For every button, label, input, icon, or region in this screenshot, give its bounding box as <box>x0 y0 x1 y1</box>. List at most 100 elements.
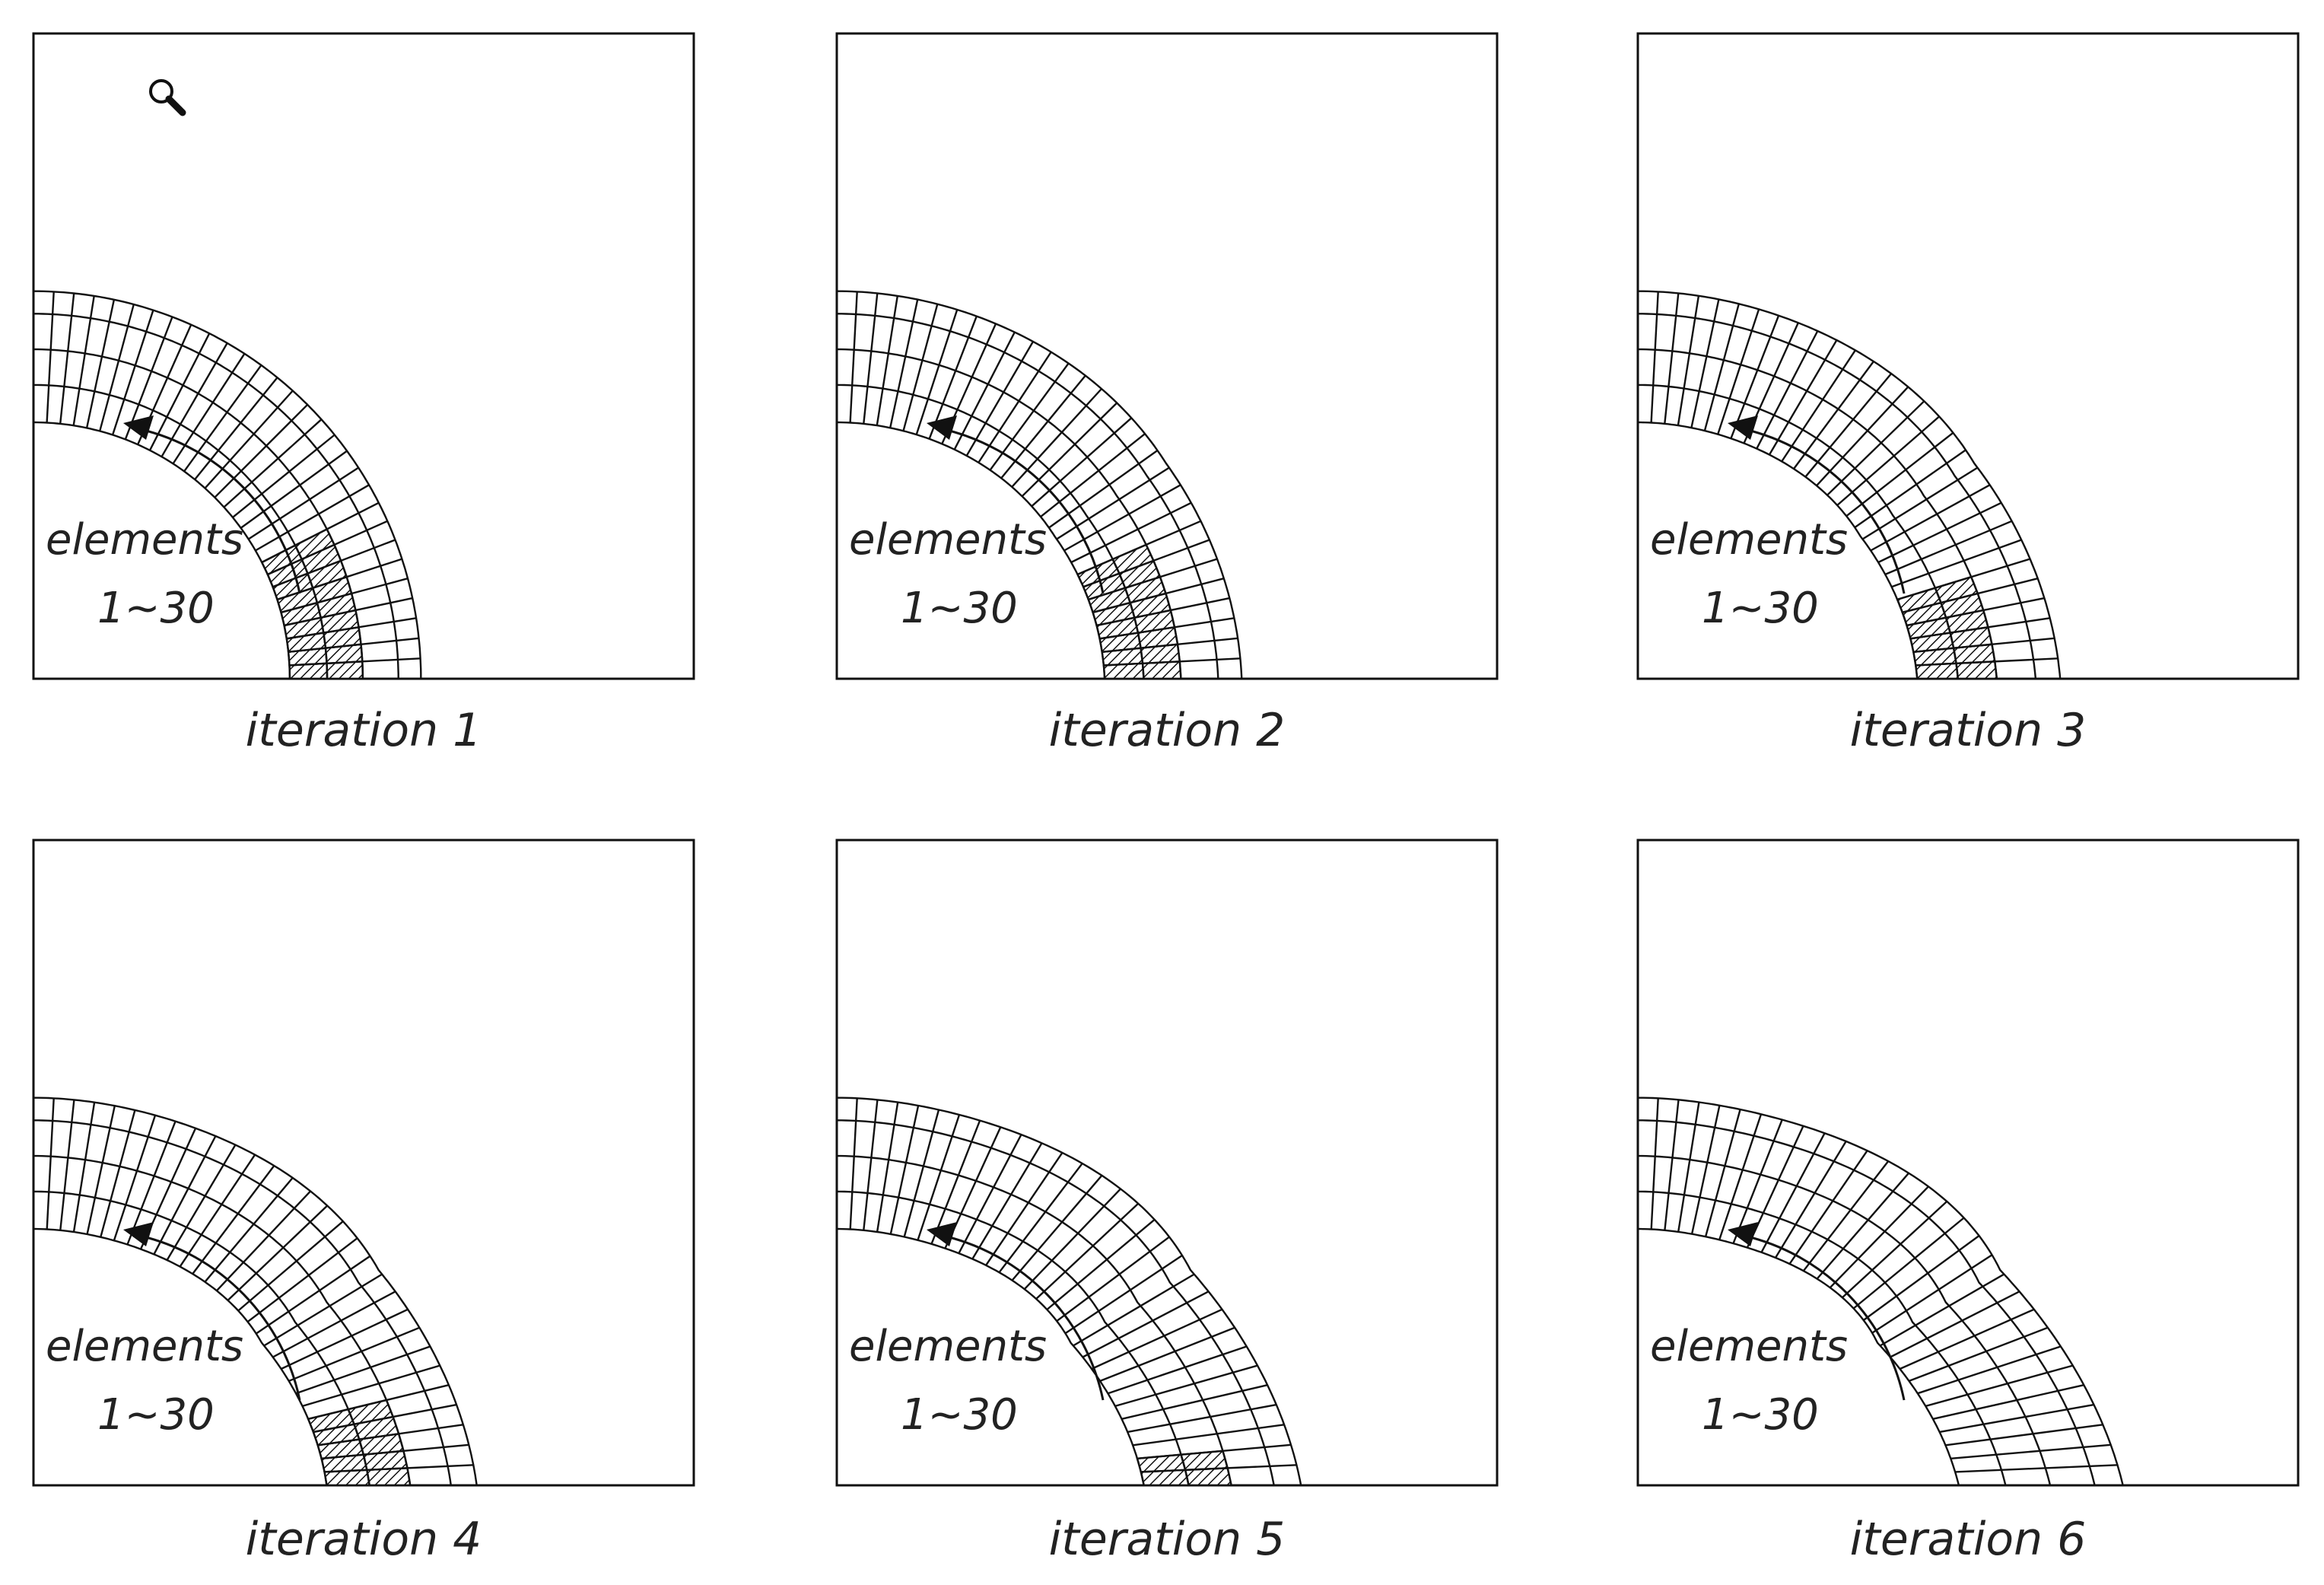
mesh-spoke <box>1677 1102 1700 1233</box>
mesh-spoke <box>1829 1186 1929 1289</box>
mesh-spoke <box>324 1464 474 1473</box>
mesh-spoke <box>261 501 380 564</box>
mesh-spoke <box>232 434 335 518</box>
mesh-grid <box>1636 290 2062 680</box>
panel-caption: iteration 5 <box>1049 1513 1286 1566</box>
mesh-spoke <box>1121 1384 1268 1420</box>
mesh-spoke <box>1746 1125 1804 1249</box>
arrow-head <box>927 1222 957 1246</box>
mesh-spoke <box>1902 578 2038 613</box>
panel-frame <box>1636 839 2300 1487</box>
elements-label: elements <box>1650 515 1848 565</box>
mesh-spoke <box>1760 1132 1826 1253</box>
mesh-spoke <box>1768 339 1838 456</box>
hatched-element <box>326 660 364 680</box>
mesh-spoke <box>1890 1291 2020 1358</box>
mesh-spoke <box>1861 466 1979 540</box>
mesh-spoke <box>1092 578 1225 613</box>
mesh-spoke <box>277 558 402 601</box>
mesh-spoke <box>288 1326 420 1383</box>
mesh-spoke <box>1099 617 1235 640</box>
mesh-spoke <box>1717 309 1760 435</box>
elements-range-label: 1~30 <box>901 1390 1018 1440</box>
mesh-spoke <box>179 1154 256 1268</box>
mesh-spoke <box>1132 1424 1285 1447</box>
mesh-spoke <box>1793 361 1874 469</box>
mesh-spoke <box>256 1255 371 1335</box>
mesh-spoke <box>1730 315 1780 439</box>
mesh-spoke <box>915 309 959 435</box>
elements-label: elements <box>849 1322 1047 1371</box>
mesh-spoke <box>1073 1273 1195 1347</box>
rotation-arrow <box>1728 1222 1906 1401</box>
mesh-spoke <box>1127 1403 1277 1434</box>
mesh-spoke <box>953 332 1016 450</box>
mesh-spoke <box>124 317 173 440</box>
mesh-spoke <box>85 299 116 428</box>
mesh-spoke <box>284 597 413 627</box>
panel-iteration-2: elements 1~30 iteration 2 <box>835 32 1499 757</box>
mesh-spoke <box>1909 1326 2049 1383</box>
mesh-spoke <box>204 1177 294 1283</box>
mesh-spoke <box>216 1190 311 1292</box>
mesh-spoke <box>928 316 978 440</box>
panel-iteration-6: elements 1~30 iteration 6 <box>1636 839 2300 1566</box>
arrow-arc <box>943 428 1105 594</box>
mesh-spoke <box>317 1424 464 1447</box>
mesh-spoke <box>849 291 858 423</box>
mesh-spoke <box>985 1152 1063 1266</box>
mesh-spoke <box>1664 1100 1680 1230</box>
mesh-spoke <box>281 1308 409 1370</box>
mesh-spoke <box>204 390 294 489</box>
mesh-spoke <box>1802 1160 1890 1272</box>
mesh-spoke <box>46 1098 55 1230</box>
panel-caption: iteration 6 <box>1850 1513 2087 1566</box>
mesh-spoke <box>286 617 417 640</box>
mesh-spoke <box>1137 1443 1292 1459</box>
mesh-spoke <box>1900 1308 2035 1370</box>
mesh-spoke <box>1040 433 1146 518</box>
mesh-spoke <box>1788 1150 1868 1265</box>
elements-label: elements <box>46 515 243 565</box>
mesh-spoke <box>978 351 1052 463</box>
mesh-spoke <box>1083 539 1210 588</box>
mesh-spoke <box>59 293 75 425</box>
panel-caption: iteration 4 <box>246 1513 482 1566</box>
mesh-spoke <box>272 1291 396 1358</box>
mesh-spoke <box>289 657 421 667</box>
hatched-element <box>365 1467 412 1487</box>
mesh-spoke <box>902 304 939 431</box>
mesh-spoke <box>1913 637 2055 653</box>
mesh-spoke <box>321 1443 469 1459</box>
mesh-spoke <box>1950 1443 2111 1459</box>
panel-iteration-3: elements 1~30 iteration 3 <box>1636 32 2300 757</box>
panel-caption: iteration 2 <box>1049 704 1286 757</box>
mesh-spoke <box>1841 1201 1948 1299</box>
mesh-spoke <box>153 1135 217 1255</box>
elements-range-label: 1~30 <box>97 584 215 633</box>
panel-iteration-5: elements 1~30 iteration 5 <box>835 839 1499 1566</box>
mesh-spoke <box>1114 1364 1258 1408</box>
mesh-spoke <box>246 1237 358 1323</box>
mesh-spoke <box>958 1134 1022 1254</box>
magnifier-icon[interactable] <box>149 79 186 116</box>
mesh-spoke <box>1056 1236 1170 1322</box>
mesh-spoke <box>1871 1254 1993 1334</box>
mesh-spoke <box>1862 1235 1980 1321</box>
elements-range-label: 1~30 <box>901 584 1018 633</box>
mesh-spoke <box>272 539 396 588</box>
mesh-spoke <box>1932 1384 2084 1420</box>
mesh-spoke <box>126 1121 176 1245</box>
mesh-spoke <box>1035 1202 1140 1300</box>
mesh-grid <box>835 1096 1302 1487</box>
mesh-spoke <box>1677 295 1700 426</box>
arrow-head <box>927 415 957 440</box>
mesh-spoke <box>1896 558 2030 601</box>
rotation-arrow <box>927 415 1105 594</box>
mesh-spoke <box>288 637 419 653</box>
mesh-spoke <box>1704 1109 1741 1237</box>
mesh-spoke <box>1099 1326 1235 1383</box>
arrow-arc <box>139 428 301 594</box>
mesh-spoke <box>965 341 1035 457</box>
mesh-spoke <box>998 1163 1083 1273</box>
